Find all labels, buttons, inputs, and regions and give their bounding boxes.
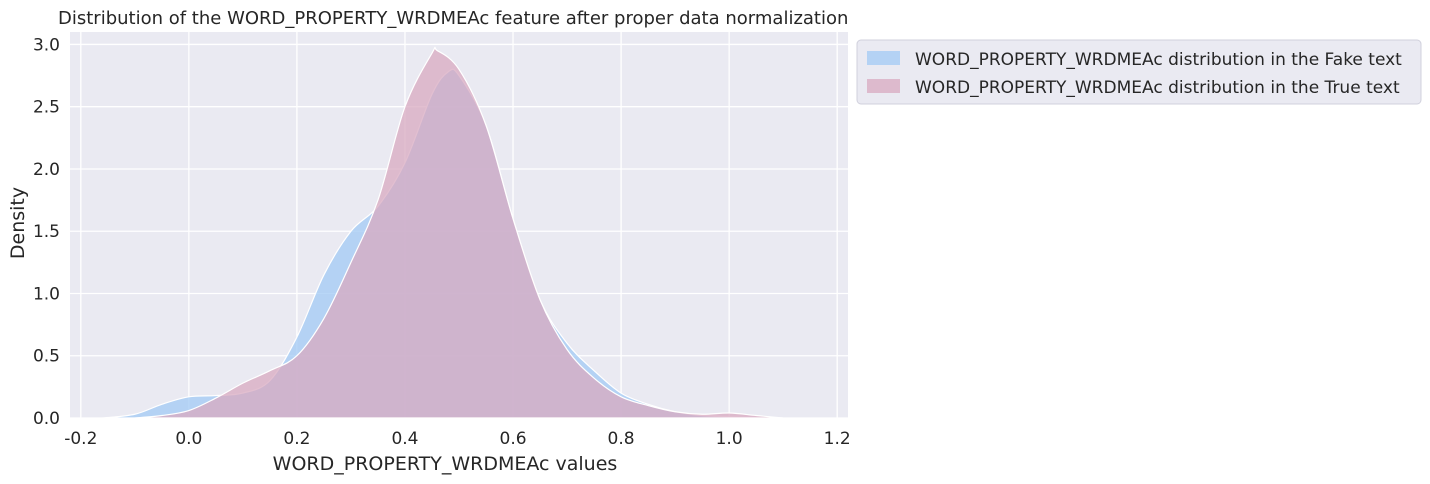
x-tick-label: 0.6 (500, 429, 527, 449)
y-tick-label: 2.0 (33, 160, 60, 180)
y-axis-label: Density (7, 187, 29, 259)
x-tick-label: 0.2 (283, 429, 310, 449)
y-tick-label: 1.5 (33, 222, 60, 242)
y-tick-label: 3.0 (33, 35, 60, 55)
x-tick-label: -0.2 (64, 429, 97, 449)
series-layer (102, 46, 784, 419)
x-tick-label: 0.4 (391, 429, 418, 449)
y-tick-label: 0.5 (33, 347, 60, 367)
chart-title: Distribution of the WORD_PROPERTY_WRDMEA… (58, 8, 848, 29)
x-tick-label: 0.8 (608, 429, 635, 449)
y-tick-label: 1.0 (33, 284, 60, 304)
legend-swatch (867, 51, 900, 65)
x-tick-label: 1.2 (824, 429, 851, 449)
x-tick-label: 0.0 (175, 429, 202, 449)
legend-label: WORD_PROPERTY_WRDMEAc distribution in th… (915, 78, 1400, 98)
legend: WORD_PROPERTY_WRDMEAc distribution in th… (856, 39, 1422, 105)
density-area-series-2 (134, 46, 784, 419)
y-tick-label: 0.0 (33, 409, 60, 429)
x-tick-label: 1.0 (716, 429, 743, 449)
legend-swatch (867, 79, 900, 93)
x-axis-label: WORD_PROPERTY_WRDMEAc values (273, 453, 618, 475)
tick-labels: -0.2 0.0 0.2 0.4 0.6 0.8 1.0 1.20.00.51.01.52.0… (33, 35, 851, 449)
legend-box (856, 39, 1422, 105)
y-tick-label: 2.5 (33, 98, 60, 118)
legend-label: WORD_PROPERTY_WRDMEAc distribution in th… (915, 50, 1402, 70)
